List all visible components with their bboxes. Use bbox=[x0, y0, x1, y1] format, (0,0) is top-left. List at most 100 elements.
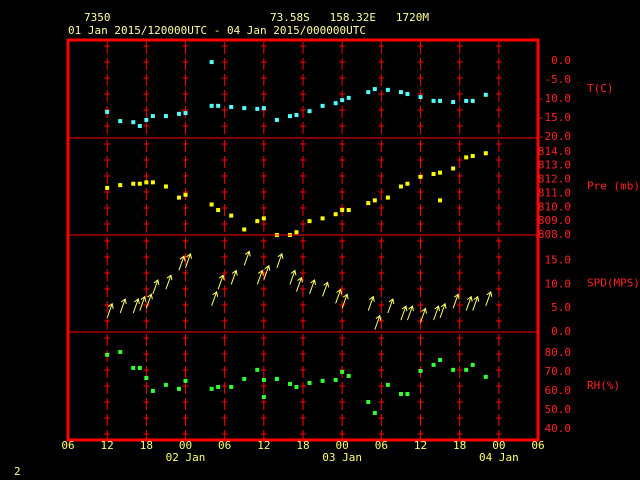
grid-cross bbox=[456, 140, 463, 232]
data-point bbox=[372, 198, 377, 203]
x-date-label: 04 Jan bbox=[479, 451, 519, 464]
data-point bbox=[242, 376, 247, 381]
data-point bbox=[137, 365, 142, 370]
data-point bbox=[294, 112, 299, 117]
grid-cross bbox=[300, 334, 306, 442]
grid-cross bbox=[456, 42, 463, 134]
grid-cross bbox=[378, 334, 385, 442]
data-point bbox=[261, 377, 266, 382]
data-point bbox=[346, 208, 351, 213]
wind-arrow bbox=[406, 305, 414, 321]
wind-arrow bbox=[165, 274, 173, 290]
data-point bbox=[274, 117, 279, 122]
data-point bbox=[398, 184, 403, 189]
data-point bbox=[340, 208, 345, 213]
wind-arrow bbox=[387, 298, 395, 314]
data-point bbox=[333, 101, 338, 106]
grid-cross bbox=[221, 42, 228, 134]
grid-cross bbox=[300, 140, 306, 232]
data-point bbox=[229, 104, 234, 109]
data-point bbox=[137, 181, 142, 186]
wind-arrow bbox=[145, 293, 153, 309]
station-id: 7350 bbox=[84, 11, 111, 24]
data-point bbox=[131, 120, 136, 125]
data-point bbox=[307, 380, 312, 385]
grid-cross bbox=[378, 140, 385, 232]
wind-arrow bbox=[106, 302, 114, 318]
y-tick-label: 50.0 bbox=[545, 403, 572, 416]
wind-arrow bbox=[211, 290, 219, 307]
data-point bbox=[137, 124, 142, 129]
data-point bbox=[209, 386, 214, 391]
y-tick-label: 808.0 bbox=[538, 228, 571, 241]
y-tick-label: 60.0 bbox=[545, 384, 572, 397]
wind-arrow bbox=[433, 305, 441, 321]
data-point bbox=[216, 208, 221, 213]
wind-arrow bbox=[335, 288, 343, 304]
y-tick-label: 809.0 bbox=[538, 214, 571, 227]
y-tick-label: 80.0 bbox=[545, 346, 572, 359]
data-point bbox=[340, 98, 345, 103]
data-point bbox=[216, 384, 221, 389]
data-point bbox=[340, 369, 345, 374]
grid-cross bbox=[221, 140, 228, 232]
grid-cross bbox=[495, 42, 502, 134]
grid-cross bbox=[143, 334, 150, 442]
data-point bbox=[372, 87, 377, 92]
x-tick-label: 12 bbox=[101, 439, 114, 452]
data-point bbox=[372, 411, 377, 415]
grid-cross bbox=[417, 140, 424, 232]
grid-cross bbox=[456, 334, 463, 442]
data-point bbox=[307, 109, 312, 114]
data-point bbox=[229, 213, 234, 218]
grid-cross bbox=[260, 237, 267, 329]
data-point bbox=[118, 119, 123, 124]
wind-arrow bbox=[341, 293, 349, 309]
x-tick-label: 06 bbox=[218, 439, 231, 452]
wind-arrow bbox=[289, 269, 297, 285]
x-tick-label: 18 bbox=[140, 439, 153, 452]
data-point bbox=[418, 174, 423, 179]
data-point bbox=[150, 114, 155, 119]
y-axis-label: SPD(MPS) bbox=[587, 277, 640, 290]
grid-cross bbox=[104, 334, 111, 442]
data-point bbox=[261, 395, 266, 400]
data-point bbox=[163, 114, 168, 119]
data-point bbox=[366, 90, 371, 95]
data-point bbox=[176, 111, 181, 116]
data-point bbox=[242, 227, 247, 232]
data-point bbox=[176, 386, 181, 391]
wind-arrow bbox=[367, 295, 375, 311]
wind-arrow bbox=[152, 279, 160, 295]
data-point bbox=[255, 219, 260, 224]
y-tick-label: 811.0 bbox=[538, 186, 571, 199]
wind-arrow bbox=[322, 281, 330, 297]
data-point bbox=[385, 382, 390, 387]
data-point bbox=[150, 388, 155, 393]
y-axis-label: T(C) bbox=[587, 82, 614, 95]
wind-arrow bbox=[276, 252, 284, 268]
data-point bbox=[385, 87, 390, 92]
data-point bbox=[483, 374, 488, 379]
data-point bbox=[470, 154, 475, 159]
y-tick-label: 813.0 bbox=[538, 159, 571, 172]
wind-arrow bbox=[465, 295, 473, 311]
y-tick-label: -20.0 bbox=[538, 130, 571, 143]
data-point bbox=[333, 212, 338, 217]
y-axis-label: Pre (mb) bbox=[587, 180, 640, 193]
data-point bbox=[216, 103, 221, 108]
wind-arrow bbox=[139, 295, 147, 311]
grid-cross bbox=[495, 334, 502, 442]
wind-arrow bbox=[185, 252, 192, 268]
data-point bbox=[105, 352, 110, 357]
wind-arrow bbox=[485, 290, 493, 307]
data-point bbox=[255, 106, 260, 111]
grid-cross bbox=[417, 237, 424, 329]
data-point bbox=[144, 376, 149, 381]
page-number: 2 bbox=[14, 465, 21, 478]
data-point bbox=[131, 181, 136, 186]
data-point bbox=[105, 185, 110, 190]
data-point bbox=[287, 114, 292, 119]
data-point bbox=[163, 382, 168, 387]
grid-cross bbox=[456, 237, 463, 329]
